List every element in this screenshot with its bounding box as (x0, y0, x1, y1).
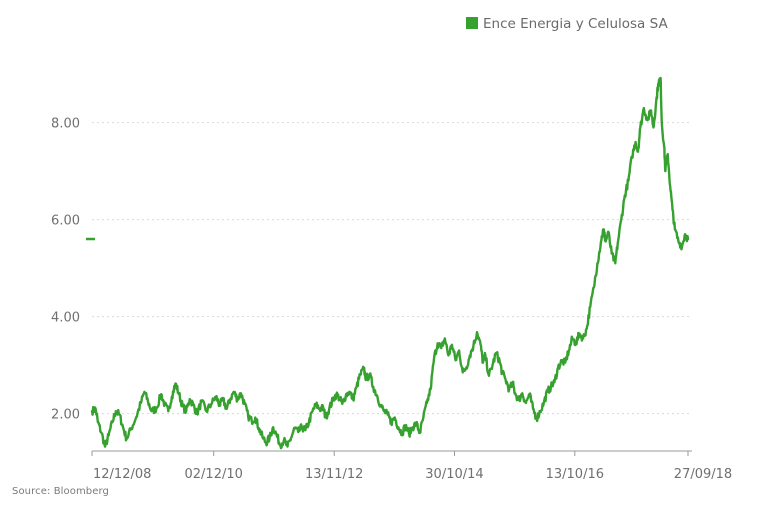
x-tick-label: 27/09/18 (674, 467, 732, 482)
series-layer (90, 76, 690, 450)
y-tick-label: 6.00 (51, 214, 80, 229)
y-tick-label: 8.00 (51, 117, 80, 132)
legend[interactable]: Ence Energia y Celulosa SA (466, 16, 668, 32)
legend-swatch (466, 17, 478, 29)
y-tick-label: 4.00 (51, 311, 80, 326)
x-axis (91, 450, 692, 456)
y-axis-tick-labels: 2.00 4.00 6.00 8.00 (51, 117, 80, 423)
y-tick-label: 2.00 (51, 408, 80, 423)
grid-lines (92, 122, 692, 415)
x-tick-label: 13/11/12 (305, 467, 363, 482)
x-tick-label: 02/12/10 (185, 467, 243, 482)
series-line (90, 76, 690, 450)
x-tick-label: 30/10/14 (425, 467, 483, 482)
x-tick-label: 13/10/16 (546, 467, 604, 482)
x-axis-tick-labels: 12/12/08 02/12/10 13/11/12 30/10/14 13/10/16… (93, 467, 732, 482)
legend-label: Ence Energia y Celulosa SA (483, 16, 668, 32)
source-note: Source: Bloomberg (12, 486, 109, 497)
x-tick-label: 12/12/08 (93, 467, 151, 482)
